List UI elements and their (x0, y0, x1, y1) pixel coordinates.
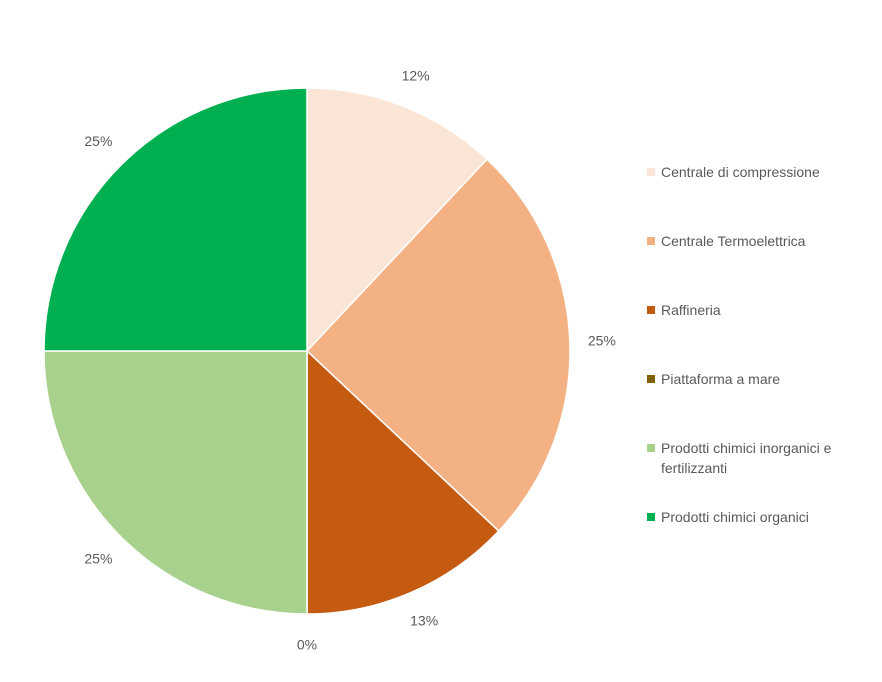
pie-slice (305, 158, 571, 533)
legend-item: Prodotti chimici inorganici e fertilizza… (647, 438, 872, 478)
legend-swatch (647, 444, 655, 452)
data-label: 12% (402, 67, 430, 83)
legend-swatch (647, 168, 655, 176)
legend-item: Piattaforma a mare (647, 369, 872, 389)
data-label: 25% (84, 133, 112, 149)
pie-slice (43, 87, 308, 352)
pie-slice (43, 350, 308, 615)
legend-label: Prodotti chimici organici (661, 509, 809, 525)
legend-swatch (647, 375, 655, 383)
legend-label: Prodotti chimici inorganici e fertilizza… (661, 440, 832, 476)
data-label: 13% (410, 612, 438, 628)
pie-slice (306, 349, 500, 615)
legend-swatch (647, 306, 655, 314)
legend-label: Centrale di compressione (661, 164, 820, 180)
legend-item: Centrale Termoelettrica (647, 231, 872, 251)
legend-label: Raffineria (661, 302, 721, 318)
data-label: 25% (84, 550, 112, 566)
data-label: 25% (588, 332, 616, 348)
legend-item: Raffineria (647, 300, 872, 320)
legend-label: Centrale Termoelettrica (661, 233, 806, 249)
legend-swatch (647, 237, 655, 245)
pie-slice (306, 87, 489, 353)
legend-item: Centrale di compressione (647, 162, 872, 182)
data-label: 0% (297, 637, 317, 653)
legend-item: Prodotti chimici organici (647, 507, 872, 527)
legend-swatch (647, 513, 655, 521)
legend-label: Piattaforma a mare (661, 371, 781, 387)
